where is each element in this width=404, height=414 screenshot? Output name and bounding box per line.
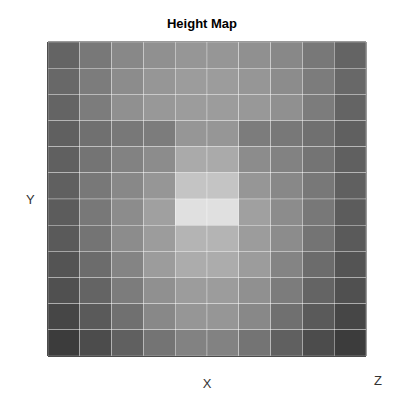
html-text:Height Map: Height Map <box>167 16 237 31</box>
svg-text:X: X <box>203 376 212 391</box>
html-text:Z: Z <box>374 373 382 388</box>
svg-text:Y: Y <box>26 192 35 207</box>
